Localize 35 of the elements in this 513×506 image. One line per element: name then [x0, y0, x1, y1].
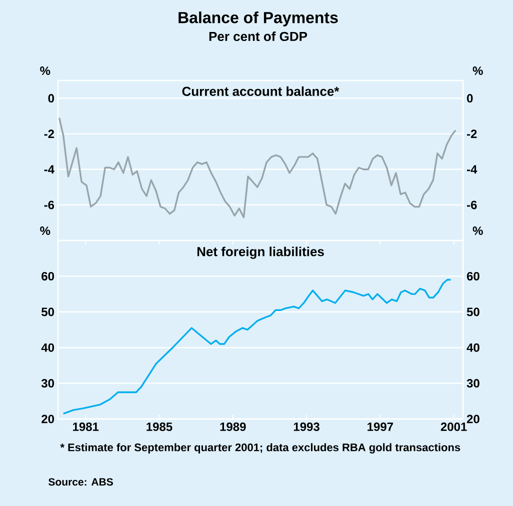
source-note: Source: ABS: [48, 478, 113, 486]
y-tick-label: 40: [41, 343, 54, 352]
x-tick-label: 2001: [440, 422, 467, 432]
y2-tick-label: 50: [466, 308, 480, 316]
y-tick-label: -4: [44, 165, 54, 174]
chart-subtitle: Per cent of GDP: [209, 32, 308, 42]
x-tick-label: 1989: [220, 422, 246, 432]
y-axis-title: %: [40, 66, 50, 75]
y-tick-label: 20: [42, 414, 54, 424]
y2-tick-label: 60: [466, 272, 480, 280]
line-series: [62, 278, 452, 414]
y2-axis-title: %: [472, 66, 483, 75]
y2-tick-label: 0: [467, 94, 473, 103]
x-tick-label: 1981: [73, 422, 99, 432]
y-tick-label: 50: [42, 308, 54, 316]
x-tick-label: 1985: [146, 422, 172, 432]
chart-title: Balance of Payments: [178, 12, 338, 26]
text: Net foreign liabilities: [197, 246, 324, 259]
y2-tick-label: -4: [467, 165, 478, 174]
y2-tick-label: -6: [467, 200, 477, 210]
y-tick-label: -6: [44, 200, 54, 210]
y2-tick-label: 20: [466, 414, 480, 424]
y2-axis-title: %: [472, 226, 483, 235]
text: * Estimate for September quarter 2001; data excludes RBA gold transactions: [60, 443, 460, 454]
text: Current account balance*: [182, 86, 340, 96]
y-tick-label: 0: [48, 94, 54, 103]
y2-tick-label: -2: [467, 130, 477, 138]
x-tick-label: 1993: [294, 422, 320, 432]
y-tick-label: -2: [44, 130, 54, 138]
x-tick-label: 1997: [368, 422, 393, 432]
y-tick-label: 60: [42, 272, 54, 280]
y2-tick-label: 40: [466, 343, 480, 352]
y-axis-title: %: [40, 226, 50, 235]
y2-tick-label: 30: [466, 379, 480, 388]
y-tick-label: 30: [41, 379, 54, 388]
